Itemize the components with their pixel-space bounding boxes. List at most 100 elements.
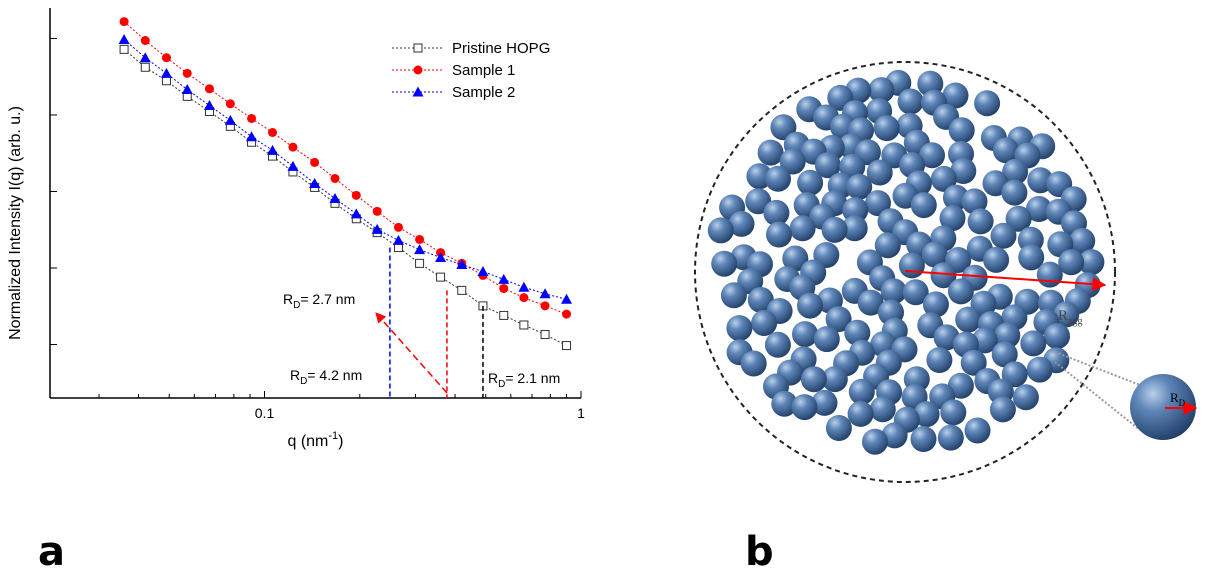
marker bbox=[288, 142, 298, 152]
marker bbox=[161, 76, 171, 86]
particle bbox=[919, 142, 945, 169]
particle bbox=[1025, 196, 1052, 222]
particle bbox=[764, 331, 791, 358]
series-line bbox=[123, 48, 567, 346]
ragg-arrow bbox=[904, 270, 1107, 292]
rd-rest: = 4.2 nm bbox=[307, 367, 362, 383]
marker bbox=[181, 84, 193, 95]
marker bbox=[225, 99, 235, 109]
marker bbox=[518, 281, 530, 292]
rd-sub: D bbox=[300, 376, 307, 387]
zoom-line bbox=[1054, 351, 1141, 386]
marker bbox=[287, 160, 299, 171]
particle bbox=[720, 282, 747, 309]
marker bbox=[562, 309, 572, 319]
marker bbox=[519, 293, 529, 303]
particles bbox=[707, 69, 1105, 455]
aggregate-boundary bbox=[694, 61, 1116, 483]
marker bbox=[519, 320, 529, 330]
marker bbox=[456, 259, 468, 270]
rd-main: R bbox=[290, 367, 300, 383]
legend-label: Sample 1 bbox=[452, 62, 515, 79]
particle bbox=[726, 315, 753, 342]
rd-annotation: RD= 4.2 nm bbox=[290, 367, 362, 387]
particle bbox=[926, 347, 953, 373]
particle bbox=[707, 217, 734, 244]
particle bbox=[797, 292, 823, 319]
particle bbox=[797, 169, 824, 196]
particle bbox=[765, 165, 791, 192]
particle bbox=[779, 148, 806, 175]
particle bbox=[910, 426, 937, 452]
marker bbox=[351, 190, 361, 200]
marker bbox=[329, 192, 341, 203]
ragg-label: Ragg bbox=[1058, 308, 1082, 327]
particle bbox=[751, 310, 778, 336]
particle bbox=[848, 378, 875, 405]
marker bbox=[562, 341, 572, 351]
particle bbox=[990, 222, 1017, 249]
particle bbox=[839, 153, 866, 180]
marker bbox=[392, 234, 404, 245]
particle bbox=[902, 279, 929, 306]
panel-label: a bbox=[38, 529, 65, 575]
marker bbox=[499, 310, 509, 320]
particle bbox=[847, 400, 874, 427]
marker bbox=[119, 44, 129, 54]
particle bbox=[766, 221, 792, 248]
rd-main: R bbox=[283, 291, 293, 307]
rd-rest: = 2.1 nm bbox=[505, 370, 560, 386]
marker bbox=[140, 62, 150, 72]
particle bbox=[897, 88, 924, 115]
x-tick-label: 0.1 bbox=[255, 405, 275, 421]
x-label-end: ) bbox=[338, 433, 343, 450]
marker bbox=[415, 234, 425, 244]
marker bbox=[415, 258, 425, 268]
marker bbox=[435, 252, 447, 263]
particle bbox=[842, 197, 869, 224]
particle bbox=[771, 390, 798, 417]
marker bbox=[247, 113, 257, 123]
x-tick-label: 1 bbox=[577, 405, 585, 421]
particle bbox=[728, 210, 755, 237]
particle bbox=[991, 341, 1018, 368]
marker bbox=[268, 127, 278, 137]
particle bbox=[1012, 384, 1039, 411]
marker bbox=[182, 68, 192, 78]
particle bbox=[747, 286, 774, 313]
particle bbox=[948, 117, 975, 144]
particle bbox=[1058, 249, 1085, 276]
particle bbox=[1026, 356, 1053, 383]
particle bbox=[921, 241, 948, 268]
marker bbox=[499, 283, 509, 293]
particle bbox=[913, 401, 940, 428]
marker bbox=[204, 84, 214, 94]
particle bbox=[866, 159, 893, 186]
particle bbox=[814, 152, 841, 179]
particle bbox=[930, 165, 957, 192]
particle bbox=[1069, 227, 1096, 254]
particle bbox=[825, 415, 852, 441]
marker bbox=[246, 131, 258, 142]
marker bbox=[119, 17, 129, 27]
particle bbox=[930, 262, 957, 289]
particle bbox=[1053, 301, 1080, 328]
series-line bbox=[123, 39, 567, 300]
particle bbox=[811, 389, 838, 416]
marker bbox=[436, 272, 446, 282]
rd-label: RD bbox=[1170, 390, 1186, 408]
particle bbox=[939, 205, 966, 232]
marker bbox=[498, 273, 510, 284]
particle bbox=[910, 192, 937, 219]
rd-sub: D bbox=[293, 300, 300, 311]
rd-sub: D bbox=[1179, 398, 1186, 408]
particle bbox=[1018, 244, 1045, 271]
marker bbox=[412, 86, 424, 97]
marker bbox=[371, 223, 383, 234]
marker bbox=[310, 157, 320, 167]
rd-main: R bbox=[488, 370, 498, 386]
y-axis-label: Normalized Intensity I(q) (arb. u.) bbox=[7, 106, 24, 340]
particle bbox=[791, 394, 818, 421]
x-label-sup: -1 bbox=[328, 430, 338, 442]
